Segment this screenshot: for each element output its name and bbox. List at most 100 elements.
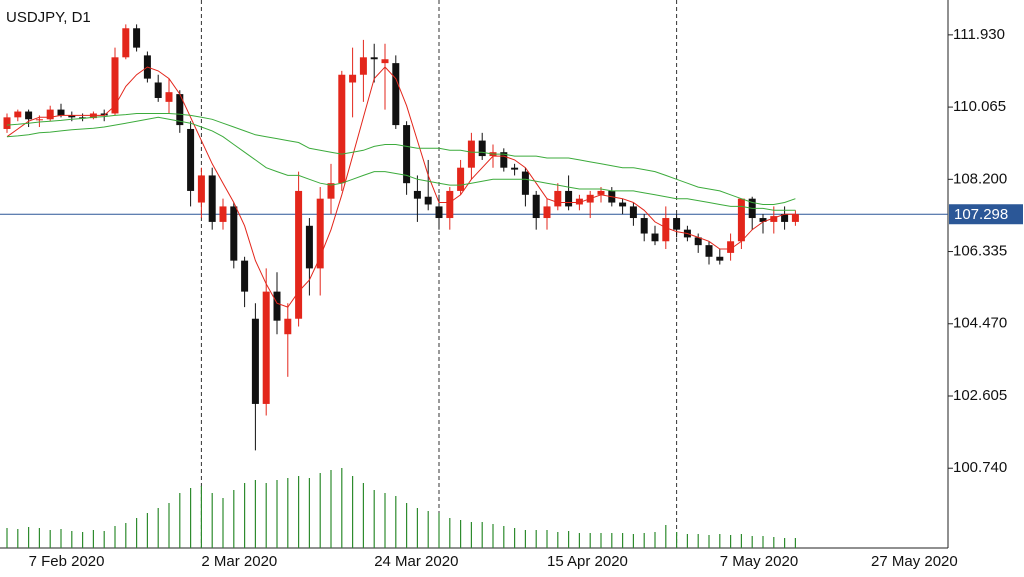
- volume-bar: [535, 530, 537, 548]
- x-tick-label: 2 Mar 2020: [201, 553, 277, 570]
- x-tick-label: 24 Mar 2020: [374, 553, 458, 570]
- volume-bar: [449, 518, 451, 548]
- volume-bar: [92, 530, 94, 548]
- indicator-line: [6, 113, 796, 205]
- volume-bar: [190, 488, 192, 548]
- volume-bar: [665, 525, 667, 548]
- volume-bar: [211, 493, 213, 548]
- candle-body: [446, 190, 454, 219]
- volume-bar: [740, 534, 742, 548]
- candle-body: [46, 109, 54, 120]
- candle-body: [511, 167, 519, 170]
- candle-body: [14, 111, 22, 118]
- candle-body: [478, 140, 486, 157]
- candle-body: [284, 318, 292, 335]
- candle-body: [100, 113, 108, 116]
- volume-bar: [276, 480, 278, 548]
- volume-bar: [254, 480, 256, 548]
- x-tick-label: 7 May 2020: [720, 553, 798, 570]
- volume-bar: [438, 513, 440, 548]
- volume-bar: [643, 533, 645, 548]
- candle-body: [597, 190, 605, 195]
- candle-body: [111, 57, 119, 114]
- volume-bar: [762, 536, 764, 548]
- volume-bar: [524, 530, 526, 548]
- volume-bar: [60, 529, 62, 548]
- volume-bar: [751, 536, 753, 548]
- volume-bar: [395, 496, 397, 548]
- candle-body: [79, 117, 87, 119]
- volume-bar: [6, 528, 8, 548]
- candle-body: [370, 57, 378, 60]
- candle-body: [241, 260, 249, 292]
- candle-body: [532, 194, 540, 219]
- candle-body: [629, 206, 637, 219]
- volume-bar: [308, 478, 310, 548]
- candle-body: [316, 198, 324, 269]
- candle-body: [521, 171, 529, 195]
- volume-bar: [298, 476, 300, 548]
- volume-bar: [168, 503, 170, 548]
- y-tick-label: 100.740: [953, 459, 1007, 476]
- volume-bar: [330, 470, 332, 548]
- volume-bar: [287, 478, 289, 548]
- volume-bar: [233, 490, 235, 548]
- volume-bar: [49, 530, 51, 548]
- volume-bar: [82, 532, 84, 548]
- volume-bar: [17, 529, 19, 548]
- volume-bar: [28, 527, 30, 548]
- volume-bar: [125, 523, 127, 548]
- candle-body: [640, 218, 648, 234]
- candle-body: [327, 183, 335, 199]
- volume-bar: [114, 526, 116, 548]
- volume-bar: [492, 524, 494, 548]
- volume-bar: [157, 508, 159, 548]
- candle-body: [403, 125, 411, 184]
- candle-body: [467, 140, 475, 168]
- volume-bar: [406, 503, 408, 548]
- candle-body: [759, 218, 767, 222]
- candle-body: [457, 167, 465, 191]
- volume-bar: [481, 522, 483, 548]
- candle-body: [662, 218, 670, 242]
- volume-bar: [427, 511, 429, 548]
- candle-body: [500, 152, 508, 168]
- candle-body: [737, 198, 745, 242]
- last-price-box: [949, 204, 1023, 225]
- candle-body: [219, 206, 227, 222]
- x-tick-label: 27 May 2020: [871, 553, 958, 570]
- candle-body: [133, 28, 141, 48]
- candle-body: [565, 190, 573, 207]
- candle-body: [424, 196, 432, 205]
- candle-body: [543, 206, 551, 219]
- volume-bar: [708, 535, 710, 548]
- volume-bar: [697, 534, 699, 548]
- volume-bar: [352, 476, 354, 548]
- candle-body: [251, 318, 259, 404]
- indicator-line: [6, 116, 796, 211]
- x-tick-label: 15 Apr 2020: [547, 553, 628, 570]
- y-tick-label: 110.065: [953, 98, 1006, 115]
- y-tick-label: 106.335: [953, 243, 1007, 260]
- candle-body: [413, 190, 421, 199]
- candle-body: [273, 291, 281, 321]
- candle-body: [554, 190, 562, 207]
- volume-bar: [600, 533, 602, 548]
- candle-body: [25, 111, 33, 120]
- candle-body: [705, 245, 713, 257]
- candle-body: [359, 57, 367, 75]
- candle-body: [791, 214, 799, 222]
- candle-body: [3, 117, 11, 129]
- candle-body: [122, 28, 130, 58]
- volume-bar: [546, 530, 548, 548]
- volume-bar: [514, 528, 516, 548]
- candle-body: [694, 237, 702, 246]
- volume-bar: [146, 513, 148, 548]
- volume-bar: [341, 468, 343, 548]
- candle-body: [781, 214, 789, 222]
- candle-body: [208, 175, 216, 222]
- y-tick-label: 108.200: [953, 170, 1007, 187]
- volume-bar: [719, 534, 721, 548]
- volume-bar: [676, 532, 678, 548]
